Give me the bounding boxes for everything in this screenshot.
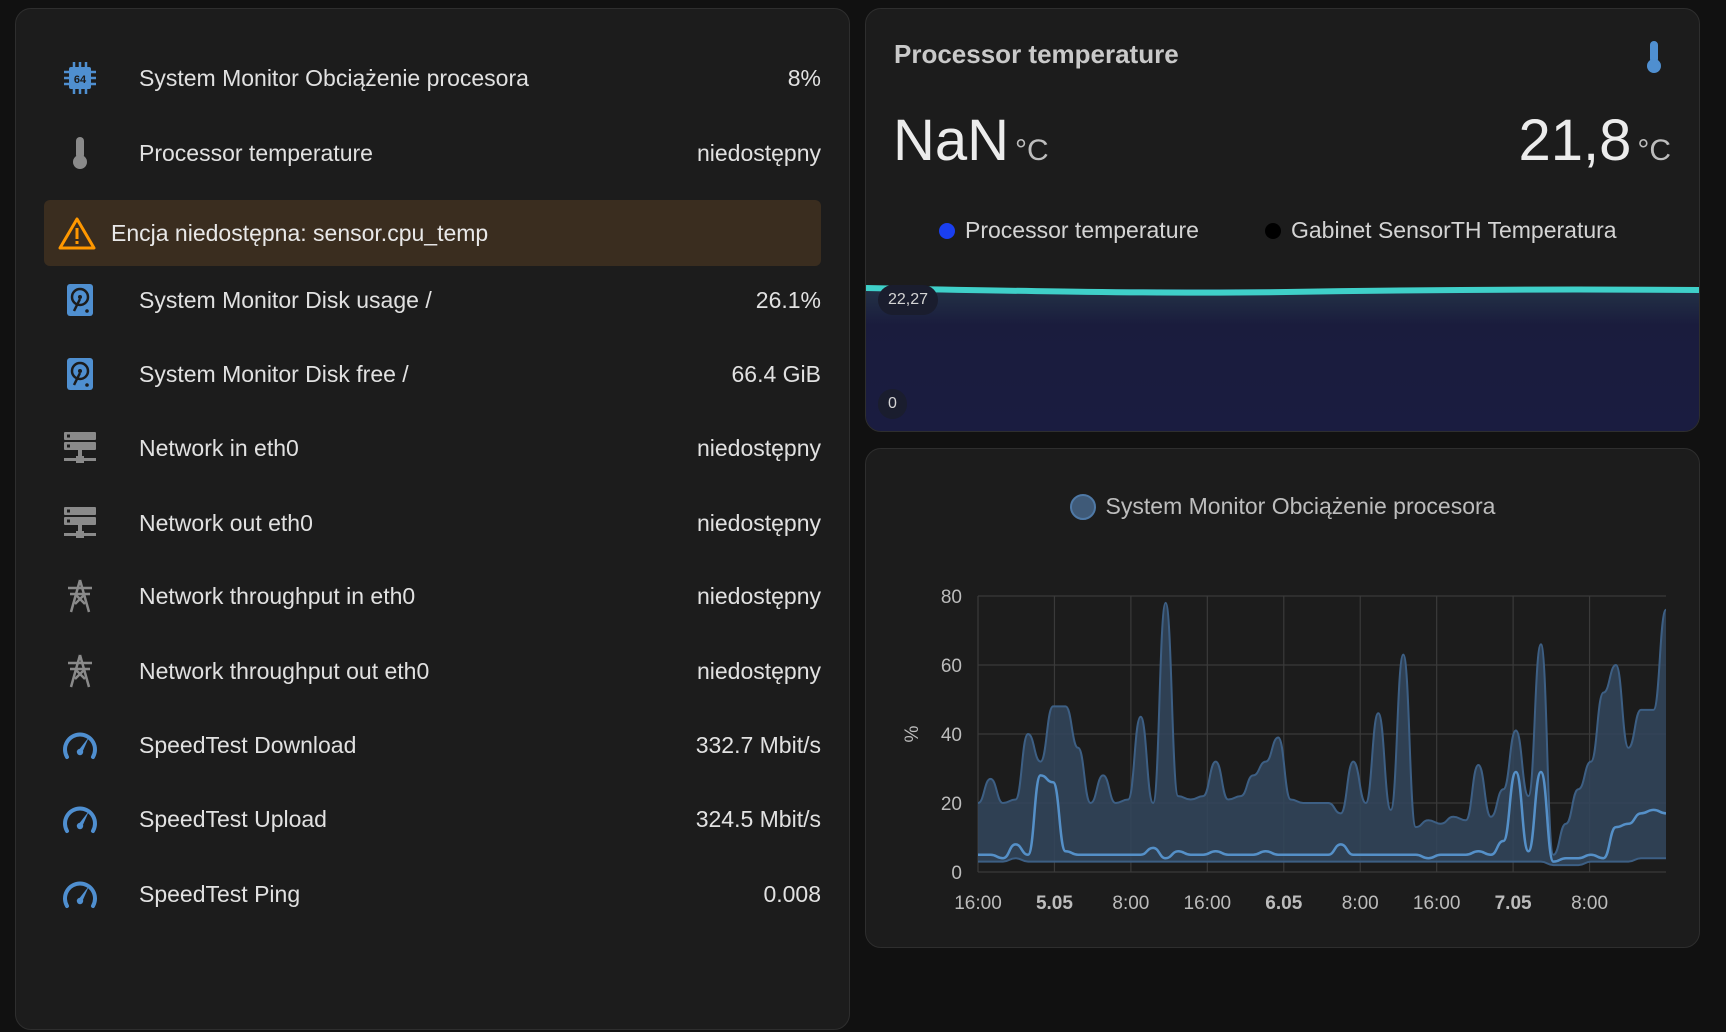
y-tick-label: 40 <box>941 725 962 746</box>
server-network-icon <box>60 428 100 468</box>
entity-row-system-monitor-disk-free[interactable]: System Monitor Disk free / 66.4 GiB <box>16 344 849 404</box>
speedometer-icon <box>60 725 100 765</box>
x-tick-label: 16:00 <box>1184 893 1232 914</box>
legend-item-processor-temperature[interactable]: Processor temperature <box>939 217 1199 244</box>
entity-name: Network throughput in eth0 <box>139 582 416 609</box>
thermometer-icon <box>60 133 100 173</box>
entity-name: Processor temperature <box>139 139 373 166</box>
entity-state: 0.008 <box>763 880 821 907</box>
entity-state: niedostępny <box>696 434 821 461</box>
entity-row-network-throughput-in-eth0[interactable]: Network throughput in eth0 niedostępny <box>16 566 849 626</box>
entity-name: SpeedTest Download <box>139 731 357 758</box>
cpu-max-line <box>977 601 1667 856</box>
cpu-mean-line <box>977 770 1667 863</box>
transmission-tower-icon <box>60 576 100 616</box>
temperature-card-title: Processor temperature <box>894 39 1179 69</box>
x-tick-label: 16:00 <box>954 893 1002 914</box>
cpu-max-min-band <box>978 602 1666 866</box>
cpu-min-line <box>978 857 1666 867</box>
entity-name: Network in eth0 <box>139 434 299 461</box>
y-tick-label: 20 <box>941 794 962 815</box>
thermometer-icon <box>1643 39 1665 80</box>
x-tick-label: 16:00 <box>1413 893 1461 914</box>
entity-row-network-throughput-out-eth0[interactable]: Network throughput out eth0 niedostępny <box>16 641 849 701</box>
x-tick-label: 5.05 <box>1036 893 1073 914</box>
harddisk-icon <box>60 280 100 320</box>
legend-dot <box>1069 493 1096 520</box>
entity-name: Network throughput out eth0 <box>139 657 430 684</box>
entity-row-network-in-eth0[interactable]: Network in eth0 niedostępny <box>16 418 849 478</box>
entity-state: 26.1% <box>755 286 821 313</box>
entity-state: 324.5 Mbit/s <box>695 805 821 832</box>
entity-name: SpeedTest Upload <box>139 805 327 832</box>
legend-item-gabinet-temperatura[interactable]: Gabinet SensorTH Temperatura <box>1265 217 1617 244</box>
entity-name: System Monitor Disk usage / <box>139 286 432 313</box>
entity-row-speedtest-upload[interactable]: SpeedTest Upload 324.5 Mbit/s <box>16 789 849 849</box>
legend-dot <box>939 222 955 239</box>
cpu-legend[interactable]: System Monitor Obciążenie procesora <box>866 493 1699 520</box>
sparkline-max-label: 22,27 <box>878 285 939 315</box>
entity-row-system-monitor-obcia-z-enie-procesora[interactable]: 64 System Monitor Obciążenie procesora 8% <box>16 48 849 108</box>
x-tick-label: 6.05 <box>1265 893 1302 914</box>
temperature-value-secondary: 21,8 °C <box>1518 108 1671 173</box>
cpu-history-card[interactable]: System Monitor Obciążenie procesora 0 20 4… <box>865 448 1700 948</box>
entity-row-speedtest-download[interactable]: SpeedTest Download 332.7 Mbit/s <box>16 715 849 775</box>
transmission-tower-icon <box>60 651 100 691</box>
entity-state: 8% <box>787 64 821 91</box>
entity-row-network-out-eth0[interactable]: Network out eth0 niedostępny <box>16 493 849 553</box>
sparkline-min-label: 0 <box>878 389 907 419</box>
svg-text:64: 64 <box>74 74 87 86</box>
harddisk-icon <box>60 354 100 394</box>
entities-card: 64 System Monitor Obciążenie procesora 8%… <box>15 8 850 1030</box>
entity-row-system-monitor-disk-usage[interactable]: System Monitor Disk usage / 26.1% <box>16 270 849 330</box>
y-axis-label: % <box>902 725 923 742</box>
x-tick-label: 8:00 <box>1342 893 1379 914</box>
legend-dot <box>1265 222 1281 239</box>
y-tick-label: 80 <box>941 587 962 608</box>
temperature-card[interactable]: Processor temperature NaN °C 21,8 °C Proce… <box>865 8 1700 432</box>
entity-row-speedtest-ping[interactable]: SpeedTest Ping 0.008 <box>16 864 849 924</box>
temperature-value-primary: NaN °C <box>893 108 1049 173</box>
x-tick-label: 7.05 <box>1495 893 1532 914</box>
server-network-icon <box>60 503 100 543</box>
entity-name: System Monitor Disk free / <box>139 360 409 387</box>
x-tick-label: 8:00 <box>1571 893 1608 914</box>
entity-row-processor-temperature[interactable]: Processor temperature niedostępny <box>16 123 849 183</box>
entity-state: niedostępny <box>696 657 821 684</box>
speedometer-icon <box>60 874 100 914</box>
cpu-chart[interactable]: 0 20 40 60 80 16:00 5.05 8:00 16:00 6.05 8:00 16:00… <box>866 529 1701 949</box>
entity-name: SpeedTest Ping <box>139 880 301 907</box>
warning-text: Encja niedostępna: sensor.cpu_temp <box>111 219 489 246</box>
y-tick-label: 60 <box>941 656 962 677</box>
alert-triangle-icon <box>58 216 96 255</box>
entity-state: 332.7 Mbit/s <box>695 731 821 758</box>
entity-name: System Monitor Obciążenie procesora <box>139 64 529 91</box>
speedometer-icon <box>60 799 100 839</box>
entity-unavailable-warning: Encja niedostępna: sensor.cpu_temp <box>44 200 821 266</box>
entity-state: niedostępny <box>696 509 821 536</box>
entity-state: 66.4 GiB <box>731 360 822 387</box>
entity-name: Network out eth0 <box>139 509 313 536</box>
entity-state: niedostępny <box>696 139 821 166</box>
cpu-64-icon: 64 <box>60 58 100 98</box>
y-tick-label: 0 <box>951 863 962 884</box>
x-tick-label: 8:00 <box>1112 893 1149 914</box>
entity-state: niedostępny <box>696 582 821 609</box>
temperature-sparkline <box>866 285 1699 431</box>
